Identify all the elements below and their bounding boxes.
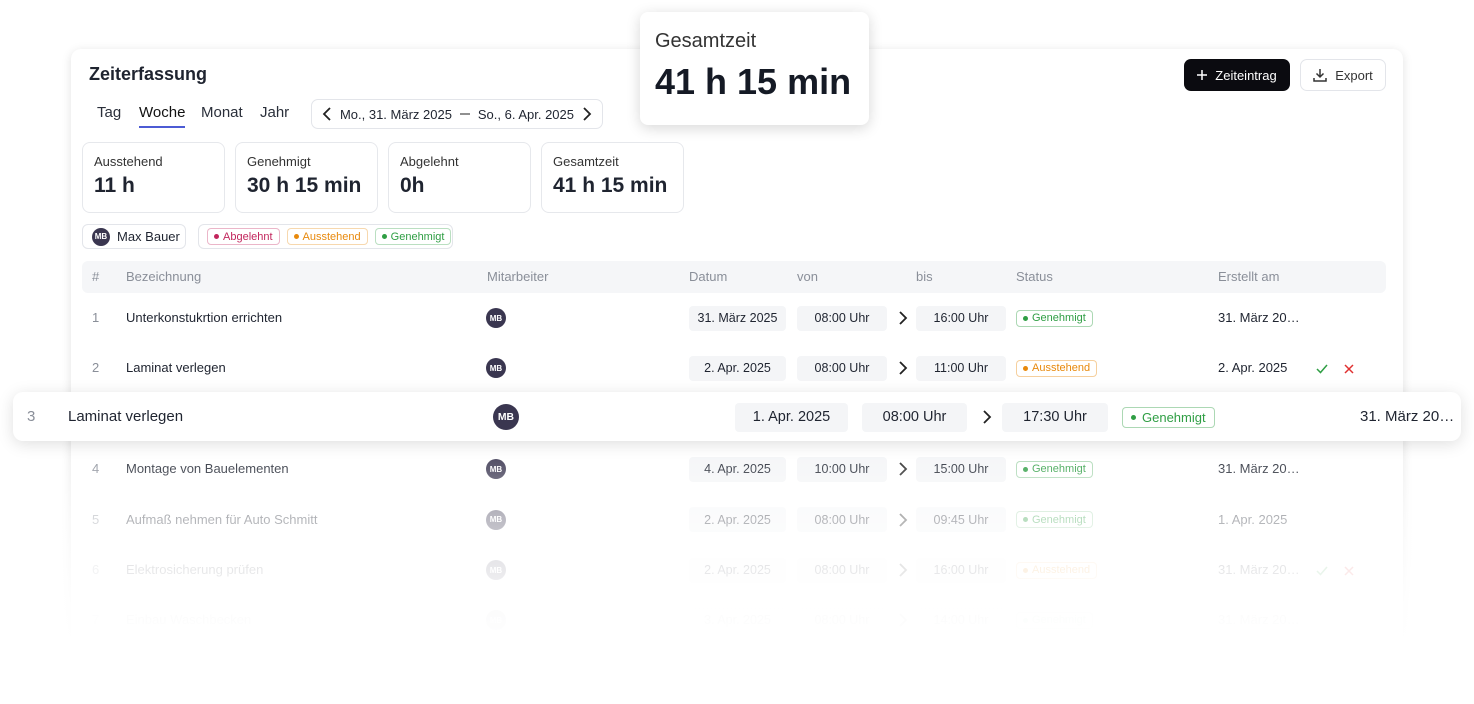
- row-number: 1: [92, 310, 100, 325]
- stat-card: Ausstehend 11 h: [82, 142, 225, 213]
- start-time: 08:00 Uhr: [862, 402, 967, 432]
- status-pill-label: Ausstehend: [302, 230, 361, 243]
- status-dot: [1023, 315, 1028, 321]
- status-pill-label: Genehmigt: [390, 230, 445, 243]
- column-header: bis: [916, 269, 933, 284]
- created-date: 31. März 20…: [1360, 408, 1455, 425]
- time-arrow: [898, 361, 908, 376]
- end-time: 17:30 Uhr: [1002, 402, 1108, 432]
- date-field: 2. Apr. 2025: [689, 355, 786, 381]
- status-pill-label: Abgelehnt: [223, 230, 273, 243]
- page-title: Zeiterfassung: [89, 64, 208, 84]
- column-header: Mitarbeiter: [487, 269, 549, 284]
- end-time: 11:00 Uhr: [916, 355, 1006, 381]
- created-date: 2. Apr. 2025: [1218, 360, 1288, 376]
- stat-value: 0h: [400, 174, 425, 197]
- start-time: 08:00 Uhr: [797, 305, 887, 331]
- column-header: Erstellt am: [1218, 269, 1280, 284]
- status-dot: [293, 234, 299, 239]
- column-header: #: [92, 269, 100, 284]
- tab[interactable]: Woche: [139, 104, 186, 128]
- status-badge: Ausstehend: [1016, 359, 1098, 377]
- status-dot: [1023, 365, 1028, 371]
- status-dot: [214, 234, 219, 239]
- download-icon: [1313, 69, 1327, 82]
- end-time: 16:00 Uhr: [916, 305, 1006, 331]
- row-title: Unterkonstukrtion errichten: [126, 310, 283, 325]
- export-button[interactable]: Export: [1300, 59, 1386, 91]
- row-number: 3: [27, 408, 36, 425]
- stat-value: 11 h: [94, 174, 135, 197]
- column-header: Bezeichnung: [126, 269, 202, 284]
- popup-label: Gesamtzeit: [655, 30, 757, 52]
- tab[interactable]: Monat: [201, 104, 243, 121]
- employee-avatar: MB: [486, 358, 506, 379]
- status-label: Genehmigt: [1032, 312, 1086, 324]
- stat-card: Gesamtzeit 41 h 15 min: [541, 142, 684, 213]
- status-dot: [381, 234, 387, 239]
- created-date: 31. März 20…: [1218, 310, 1300, 325]
- row-number: 2: [92, 360, 100, 376]
- row-title: Laminat verlegen: [126, 360, 226, 376]
- date-field: 1. Apr. 2025: [735, 402, 848, 432]
- popup-value: 41 h 15 min: [655, 61, 852, 102]
- status-badge: Genehmigt: [1122, 406, 1215, 428]
- status-pill[interactable]: Genehmigt: [374, 228, 452, 245]
- prev-button[interactable]: [322, 107, 332, 121]
- column-header: Datum: [689, 269, 728, 284]
- export-button-label: Export: [1335, 67, 1373, 83]
- status-filter: Abgelehnt Ausstehend Genehmigt: [198, 224, 453, 249]
- column-header: von: [797, 269, 818, 284]
- stat-value: 41 h 15 min: [553, 174, 668, 197]
- plus-icon: [1197, 70, 1208, 80]
- stat-label: Ausstehend: [94, 154, 163, 169]
- status-pill[interactable]: Ausstehend: [286, 228, 368, 245]
- stat-card: Abgelehnt 0h: [388, 142, 531, 213]
- range-end: So., 6. Apr. 2025: [477, 106, 574, 122]
- table-header: [82, 261, 1386, 293]
- row-actions: [1316, 362, 1356, 374]
- employee-avatar: MB: [486, 308, 506, 328]
- status-label: Ausstehend: [1032, 362, 1091, 375]
- user-avatar: MB: [92, 227, 110, 246]
- add-button-label: Zeiteintrag: [1215, 67, 1277, 83]
- add-button[interactable]: Zeiteintrag: [1184, 59, 1290, 91]
- status-badge: Genehmigt: [1016, 309, 1093, 327]
- status-dot: [1131, 414, 1136, 420]
- time-arrow: [982, 410, 992, 424]
- range-start: Mo., 31. März 2025: [339, 106, 452, 122]
- stat-label: Abgelehnt: [400, 154, 459, 169]
- user-filter[interactable]: MB Max Bauer: [82, 224, 186, 249]
- reject-icon[interactable]: [1344, 364, 1354, 374]
- date-range: Mo., 31. März 2025 So., 6. Apr. 2025: [311, 99, 603, 129]
- row-title: Laminat verlegen: [68, 408, 184, 425]
- next-button[interactable]: [582, 107, 592, 121]
- stat-card: Genehmigt 30 h 15 min: [235, 142, 378, 213]
- tab[interactable]: Jahr: [260, 104, 290, 121]
- start-time: 08:00 Uhr: [797, 355, 887, 381]
- stat-label: Genehmigt: [247, 154, 311, 169]
- column-header: Status: [1016, 269, 1053, 284]
- user-name: Max Bauer: [117, 229, 180, 244]
- time-arrow: [898, 311, 908, 325]
- total-popup: Gesamtzeit 41 h 15 min: [640, 12, 869, 125]
- stat-value: 30 h 15 min: [247, 174, 362, 197]
- status-label: Genehmigt: [1142, 409, 1206, 425]
- range-dash: [459, 113, 470, 115]
- status-pill[interactable]: Abgelehnt: [207, 228, 280, 245]
- tab[interactable]: Tag: [97, 104, 122, 121]
- fade-overlay: [60, 440, 1420, 704]
- approve-icon[interactable]: [1316, 364, 1328, 374]
- employee-avatar: MB: [493, 404, 519, 430]
- stat-label: Gesamtzeit: [553, 154, 619, 169]
- date-field: 31. März 2025: [689, 305, 786, 331]
